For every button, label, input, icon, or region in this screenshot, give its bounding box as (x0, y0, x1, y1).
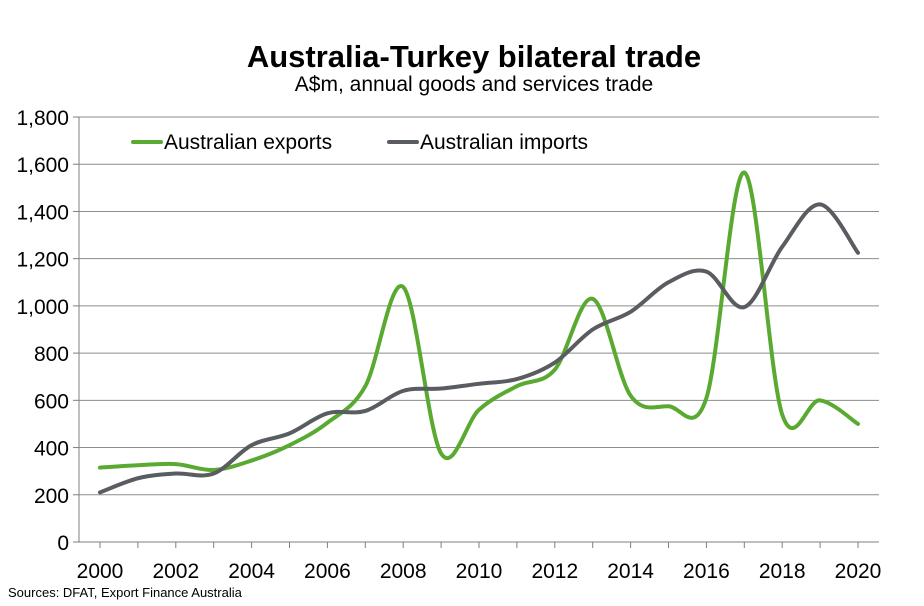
series-line-australian-exports (98, 170, 860, 472)
x-tick-label: 2016 (683, 560, 730, 583)
gridlines (79, 116, 879, 496)
y-tick-label: 1,800 (16, 107, 69, 130)
x-tick-label: 2004 (228, 560, 275, 583)
y-tick-label: 800 (34, 343, 69, 366)
chart-title: Australia-Turkey bilateral trade (247, 39, 701, 74)
x-tick-label: 2006 (304, 560, 351, 583)
legend-label-australian-imports: Australian imports (420, 131, 588, 154)
x-tick-label: 2000 (77, 560, 124, 583)
x-axis-ticks: 2000 2002 2004 2006 2008 2010 2012 2014 2016 2018… (77, 542, 882, 583)
x-tick-label: 2002 (152, 560, 199, 583)
source-note: Sources: DFAT, Export Finance Australia (8, 585, 243, 600)
y-axis-ticks: 0 200 400 600 800 1,000 1,200 1,400 1,600 1,800 (16, 107, 79, 555)
series-line-australian-imports (98, 202, 860, 495)
x-tick-label: 2020 (835, 560, 882, 583)
y-tick-label: 1,600 (16, 154, 69, 177)
x-tick-label: 2014 (607, 560, 654, 583)
series-lines (98, 170, 860, 495)
axes (78, 117, 879, 543)
y-tick-label: 600 (34, 390, 69, 413)
legend: Australian exports Australian imports (131, 131, 588, 154)
y-tick-label: 200 (34, 485, 69, 508)
x-tick-label: 2010 (456, 560, 503, 583)
y-tick-label: 1,000 (16, 296, 69, 319)
legend-label-australian-exports: Australian exports (164, 131, 332, 154)
x-tick-label: 2012 (531, 560, 578, 583)
x-tick-label: 2018 (759, 560, 806, 583)
y-tick-label: 1,200 (16, 249, 69, 272)
y-tick-label: 0 (57, 532, 69, 555)
chart-subtitle: A$m, annual goods and services trade (295, 73, 653, 96)
x-tick-label: 2008 (380, 560, 427, 583)
y-tick-label: 400 (34, 438, 69, 461)
y-tick-label: 1,400 (16, 201, 69, 224)
